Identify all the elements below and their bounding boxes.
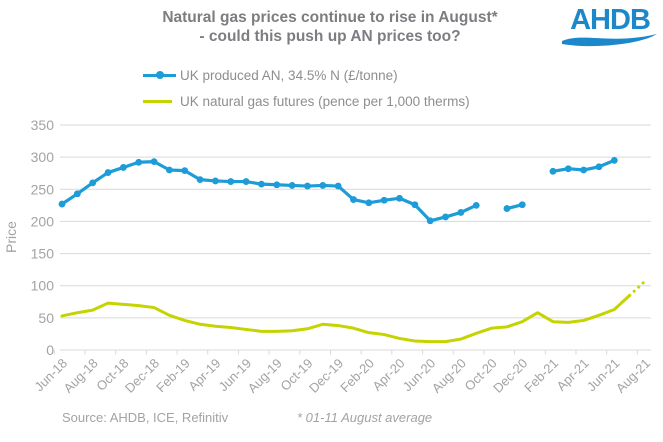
- title-line-2: - could this push up AN prices too?: [199, 28, 461, 45]
- svg-text:Apr-19: Apr-19: [185, 356, 223, 394]
- source-text: Source: AHDB, ICE, Refinitiv: [62, 410, 229, 425]
- svg-text:0: 0: [46, 342, 54, 358]
- title-line-1: Natural gas prices continue to rise in A…: [162, 9, 498, 26]
- ahdb-logo-text: AHDB: [570, 4, 651, 36]
- legend-line-marker-icon: [143, 62, 176, 88]
- legend-item-gas: UK natural gas futures (pence per 1,000 …: [143, 88, 470, 114]
- svg-text:Feb-20: Feb-20: [337, 356, 377, 396]
- svg-text:350: 350: [31, 117, 55, 133]
- chart-legend: UK produced AN, 34.5% N (£/tonne) UK nat…: [143, 62, 470, 114]
- svg-text:Feb-21: Feb-21: [521, 356, 561, 396]
- svg-text:50: 50: [38, 310, 54, 326]
- ahdb-logo: AHDB: [561, 6, 659, 54]
- svg-text:200: 200: [31, 213, 55, 229]
- svg-text:250: 250: [31, 181, 55, 197]
- svg-text:100: 100: [31, 278, 55, 294]
- legend-item-an: UK produced AN, 34.5% N (£/tonne): [143, 62, 470, 88]
- svg-text:Apr-21: Apr-21: [554, 356, 592, 394]
- svg-text:Aug-19: Aug-19: [245, 356, 285, 396]
- svg-text:Price: Price: [3, 221, 19, 253]
- logo-wave-icon: [562, 34, 657, 47]
- svg-text:Aug-21: Aug-21: [613, 356, 653, 396]
- legend-label-gas: UK natural gas futures (pence per 1,000 …: [180, 93, 470, 109]
- svg-text:Feb-19: Feb-19: [153, 356, 193, 396]
- page-title: Natural gas prices continue to rise in A…: [90, 8, 570, 46]
- svg-text:Dec-20: Dec-20: [490, 356, 530, 396]
- legend-label-an: UK produced AN, 34.5% N (£/tonne): [180, 67, 398, 83]
- svg-text:300: 300: [31, 149, 55, 165]
- svg-text:Apr-20: Apr-20: [369, 356, 407, 394]
- footnote-text: * 01-11 August average: [297, 410, 433, 425]
- svg-text:Aug-18: Aug-18: [61, 356, 101, 396]
- svg-text:150: 150: [31, 246, 55, 262]
- svg-text:Dec-19: Dec-19: [306, 356, 346, 396]
- legend-line-icon: [143, 88, 176, 114]
- svg-text:Dec-18: Dec-18: [122, 356, 162, 396]
- svg-text:Aug-20: Aug-20: [429, 356, 469, 396]
